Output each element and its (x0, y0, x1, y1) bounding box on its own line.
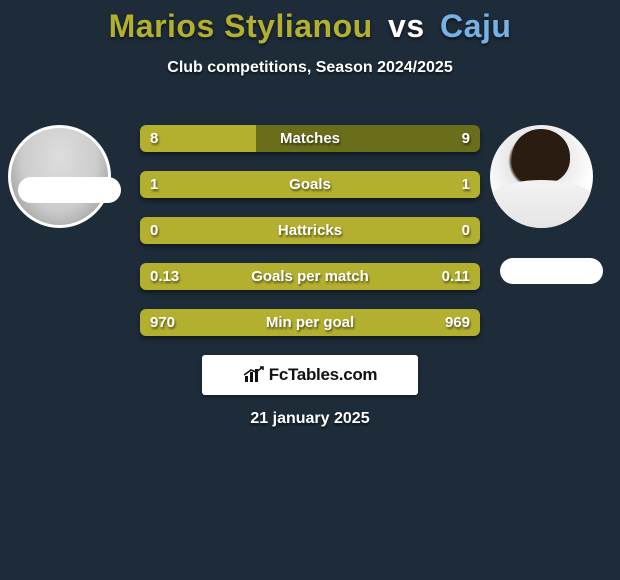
stat-value-right: 0 (462, 217, 470, 244)
stat-row: 8Matches9 (140, 125, 480, 152)
stat-value-right: 969 (445, 309, 470, 336)
stats-container: 8Matches9 1Goals1 0Hattricks0 0.13Goals per… (140, 125, 480, 355)
stat-row: 970Min per goal969 (140, 309, 480, 336)
stat-row: 0Hattricks0 (140, 217, 480, 244)
player2-avatar (490, 125, 593, 228)
player1-name-plate (18, 177, 121, 203)
stat-label: Goals (140, 171, 480, 198)
player2-name: Caju (440, 8, 511, 44)
stat-label: Matches (140, 125, 480, 152)
stat-value-right: 9 (462, 125, 470, 152)
subtitle: Club competitions, Season 2024/2025 (0, 59, 620, 77)
snapshot-date: 21 january 2025 (0, 410, 620, 428)
stat-value-right: 0.11 (442, 263, 470, 290)
stat-row: 0.13Goals per match0.11 (140, 263, 480, 290)
player2-name-plate (500, 258, 603, 284)
comparison-title: Marios Stylianou vs Caju (0, 0, 620, 45)
stat-row: 1Goals1 (140, 171, 480, 198)
stat-label: Hattricks (140, 217, 480, 244)
stat-label: Goals per match (140, 263, 480, 290)
brand-badge: FcTables.com (202, 355, 418, 395)
stat-value-right: 1 (462, 171, 470, 198)
player1-name: Marios Stylianou (109, 8, 373, 44)
vs-separator: vs (388, 8, 425, 44)
brand-text: FcTables.com (269, 365, 378, 385)
stat-label: Min per goal (140, 309, 480, 336)
brand-chart-icon (243, 366, 265, 384)
